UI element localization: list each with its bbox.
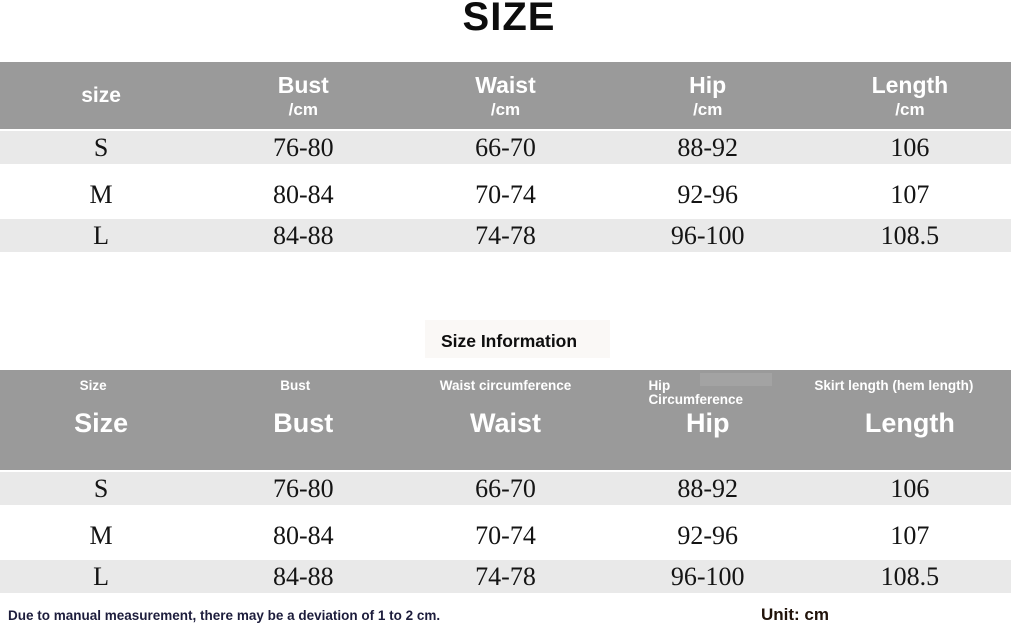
cell-length: 108.5 bbox=[880, 561, 940, 591]
column-label-waist: Waist bbox=[470, 408, 542, 438]
measurement-deviation-note: Due to manual measurement, there may be … bbox=[8, 608, 441, 623]
cell-size: M bbox=[89, 521, 113, 550]
table-row-m: M 80-84 70-74 92-96 107 bbox=[0, 173, 1011, 217]
section-title: Size Information bbox=[440, 331, 578, 351]
size-information-table: Size Size Bust Bust Waist circumference … bbox=[0, 370, 1011, 602]
column-label-hip: Hip bbox=[689, 71, 727, 98]
table-row-s: S 76-80 66-70 88-92 106 bbox=[0, 129, 1011, 173]
header-col-bust: Bust /cm bbox=[202, 62, 404, 129]
header-col-length: Length /cm bbox=[809, 62, 1011, 129]
cell-hip: 88-92 bbox=[677, 473, 739, 503]
header-col-length: Skirt length (hem length) Length bbox=[809, 370, 1011, 470]
cell-hip: 92-96 bbox=[677, 521, 739, 550]
size-information-table-header: Size Size Bust Bust Waist circumference … bbox=[0, 370, 1011, 470]
translation-artifact-patch bbox=[425, 320, 610, 358]
size-table-header: size Bust /cm Waist /cm Hip /cm Length /… bbox=[0, 62, 1011, 129]
column-label-bust: Bust bbox=[277, 71, 329, 98]
column-unit: /cm bbox=[490, 99, 521, 119]
cell-waist: 66-70 bbox=[475, 473, 536, 503]
unit-label: Unit: cm bbox=[761, 605, 829, 624]
column-label-bust: Bust bbox=[273, 408, 334, 438]
cell-bust: 76-80 bbox=[272, 132, 334, 162]
column-label-size: size bbox=[81, 84, 121, 107]
cell-waist: 66-70 bbox=[475, 132, 536, 162]
column-unit: /cm bbox=[693, 99, 723, 119]
column-label-translated: Waist circumference bbox=[439, 378, 572, 393]
column-label-translated: Size bbox=[79, 378, 107, 393]
column-label-translated: Hip Circumference bbox=[648, 378, 743, 407]
cell-waist: 74-78 bbox=[475, 220, 536, 250]
header-col-hip: Hip /cm bbox=[607, 62, 809, 129]
column-label-length: Length bbox=[864, 408, 955, 438]
cell-hip: 96-100 bbox=[670, 220, 745, 250]
cell-hip: 96-100 bbox=[670, 561, 745, 591]
cell-length: 107 bbox=[890, 521, 930, 550]
cell-bust: 84-88 bbox=[272, 561, 334, 591]
cell-length: 106 bbox=[890, 473, 930, 503]
table-row-l: L 84-88 74-78 96-100 108.5 bbox=[0, 558, 1011, 602]
table-row-l: L 84-88 74-78 96-100 108.5 bbox=[0, 217, 1011, 261]
header-col-waist: Waist /cm bbox=[404, 62, 606, 129]
column-label-translated: Skirt length (hem length) bbox=[814, 378, 974, 393]
column-label-hip: Hip bbox=[685, 408, 730, 438]
cell-bust: 76-80 bbox=[272, 473, 334, 503]
column-label-waist: Waist bbox=[475, 71, 536, 98]
header-col-waist: Waist circumference Waist bbox=[404, 370, 606, 470]
cell-waist: 70-74 bbox=[475, 180, 536, 209]
cell-bust: 80-84 bbox=[272, 521, 334, 550]
column-label-size: Size bbox=[74, 408, 129, 438]
cell-bust: 80-84 bbox=[272, 180, 334, 209]
cell-length: 107 bbox=[890, 180, 930, 209]
cell-hip: 88-92 bbox=[677, 132, 739, 162]
cell-length: 108.5 bbox=[880, 220, 940, 250]
column-label-length: Length bbox=[871, 71, 949, 98]
translation-artifact-patch bbox=[700, 373, 772, 386]
cell-size: S bbox=[93, 473, 109, 503]
cell-bust: 84-88 bbox=[272, 220, 334, 250]
header-col-hip: Hip Circumference Hip bbox=[607, 370, 809, 470]
table-row-m: M 80-84 70-74 92-96 107 bbox=[0, 514, 1011, 558]
column-unit: /cm bbox=[895, 99, 925, 119]
column-unit: /cm bbox=[288, 99, 318, 119]
page-title: SIZE bbox=[462, 0, 556, 39]
cell-size: L bbox=[93, 561, 110, 591]
header-col-bust: Bust Bust bbox=[202, 370, 404, 470]
table-row-s: S 76-80 66-70 88-92 106 bbox=[0, 470, 1011, 514]
cell-waist: 70-74 bbox=[475, 521, 536, 550]
column-label-translated: Bust bbox=[280, 378, 311, 393]
size-table: size Bust /cm Waist /cm Hip /cm Length /… bbox=[0, 62, 1011, 261]
cell-waist: 74-78 bbox=[475, 561, 536, 591]
cell-size: S bbox=[93, 132, 109, 162]
cell-hip: 92-96 bbox=[677, 180, 739, 209]
header-col-size: Size Size bbox=[0, 370, 202, 470]
cell-size: M bbox=[89, 180, 113, 209]
cell-length: 106 bbox=[890, 132, 930, 162]
header-col-size: size bbox=[0, 62, 202, 129]
cell-size: L bbox=[93, 220, 110, 250]
